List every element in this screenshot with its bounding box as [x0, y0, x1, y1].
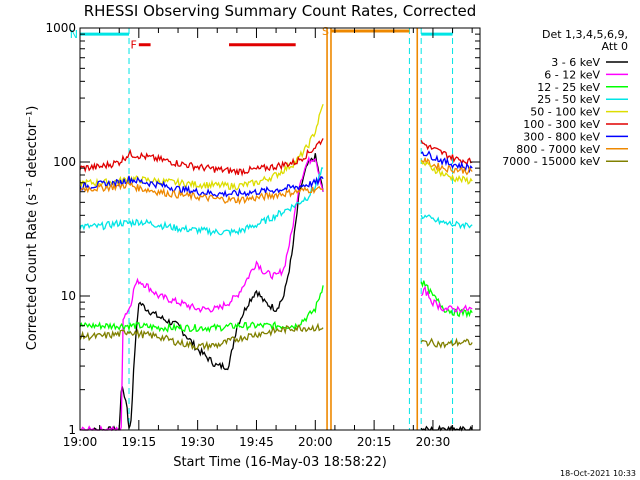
legend-entry: 100 - 300 keV [523, 118, 600, 131]
series-line [79, 153, 324, 431]
y-tick-label: 100 [53, 155, 76, 169]
series-line-after-gap [420, 337, 473, 349]
plot-frame [79, 27, 481, 431]
series-line-after-gap [420, 157, 473, 176]
series-line-after-gap [420, 424, 473, 432]
flag-label: N [70, 28, 78, 41]
series-line [79, 322, 324, 352]
y-tick-label: 1000 [45, 21, 76, 35]
series-line-after-gap [420, 150, 473, 174]
x-tick-label: 20:00 [298, 435, 333, 449]
x-tick-label: 20:30 [416, 435, 451, 449]
legend-header: Att 0 [602, 40, 628, 53]
y-axis-label: Corrected Count Rate (s⁻¹ detector⁻¹) [25, 106, 40, 351]
series-line-after-gap [420, 280, 473, 319]
x-tick-label: 19:15 [122, 435, 157, 449]
legend-entry: 12 - 25 keV [537, 81, 600, 94]
series-line-after-gap [420, 140, 473, 167]
series-line [79, 138, 324, 177]
x-tick-label: 20:15 [357, 435, 392, 449]
axes: 1 10 100 1000 19:00 19:15 19:30 19:45 20:00 20:15… [45, 21, 481, 449]
series-line-after-gap [420, 160, 473, 185]
flag-label: F [130, 39, 136, 52]
y-tick-label: 10 [61, 289, 76, 303]
legend-entry: 25 - 50 keV [537, 93, 600, 106]
x-tick-label: 19:45 [239, 435, 274, 449]
series-line-after-gap [420, 285, 473, 313]
x-tick-label: 19:00 [63, 435, 98, 449]
x-axis-label: Start Time (16-May-03 18:58:22) [173, 455, 387, 470]
x-tick-label: 19:30 [180, 435, 215, 449]
series-line [80, 155, 324, 432]
legend-entry: 800 - 7000 keV [516, 143, 600, 156]
legend-entry: 300 - 800 keV [523, 130, 600, 143]
legend-entry: 6 - 12 keV [544, 68, 600, 81]
timestamp: 18-Oct-2021 10:33 [560, 469, 636, 478]
legend-entry: 50 - 100 keV [530, 106, 600, 119]
legend-entry: 3 - 6 keV [551, 56, 600, 69]
series-line-after-gap [420, 214, 473, 230]
data-marks: N F S [70, 25, 473, 432]
series-line [79, 181, 324, 206]
legend-entry: 7000 - 15000 keV [502, 155, 600, 168]
series-line [79, 167, 324, 238]
y-tick-label: 1 [68, 423, 76, 437]
legend-header: Det 1,3,4,5,6,9, [542, 28, 628, 41]
series-line [79, 175, 324, 198]
chart-title: RHESSI Observing Summary Count Rates, Co… [84, 2, 477, 20]
flag-label: S [322, 25, 329, 38]
series-line [79, 103, 324, 191]
